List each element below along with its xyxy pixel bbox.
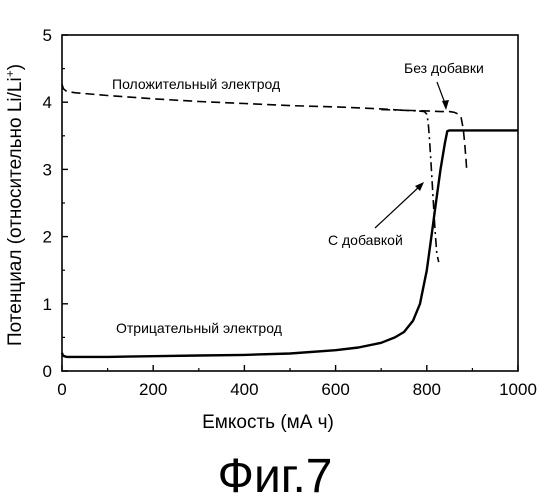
y-tick-label: 2 <box>43 228 52 247</box>
annotation-no-additive: Без добавки <box>404 60 484 76</box>
series-line-dashed <box>62 84 467 173</box>
x-tick-label: 400 <box>230 380 258 399</box>
y-tick-label: 5 <box>43 26 52 45</box>
leader-arrow-no-additive <box>442 100 449 110</box>
leader-line-with-additive <box>375 186 420 228</box>
annotation-with-additive: С добавкой <box>328 232 403 248</box>
y-tick-label: 4 <box>43 93 52 112</box>
x-tick-label: 0 <box>57 380 66 399</box>
annotation-negative-electrode: Отрицательный электрод <box>116 320 282 336</box>
figure-label: Фиг.7 <box>218 450 333 500</box>
series-layer <box>62 84 518 357</box>
annotation-positive-electrode: Положительный электрод <box>112 76 280 92</box>
y-axis-label: Потенциал (относительно Li/Li+) <box>3 64 26 346</box>
y-tick-label: 0 <box>43 362 52 381</box>
x-axis-ticks: 0 200 400 600 800 1000 <box>57 365 537 399</box>
x-tick-label: 600 <box>321 380 349 399</box>
x-tick-label: 800 <box>413 380 441 399</box>
y-axis-ticks: 0 1 2 3 4 5 <box>43 26 68 381</box>
y-tick-label: 1 <box>43 295 52 314</box>
x-tick-label: 1000 <box>499 380 537 399</box>
x-tick-label: 200 <box>139 380 167 399</box>
x-axis-label: Емкость (мА ч) <box>202 412 334 433</box>
y-tick-label: 3 <box>43 160 52 179</box>
